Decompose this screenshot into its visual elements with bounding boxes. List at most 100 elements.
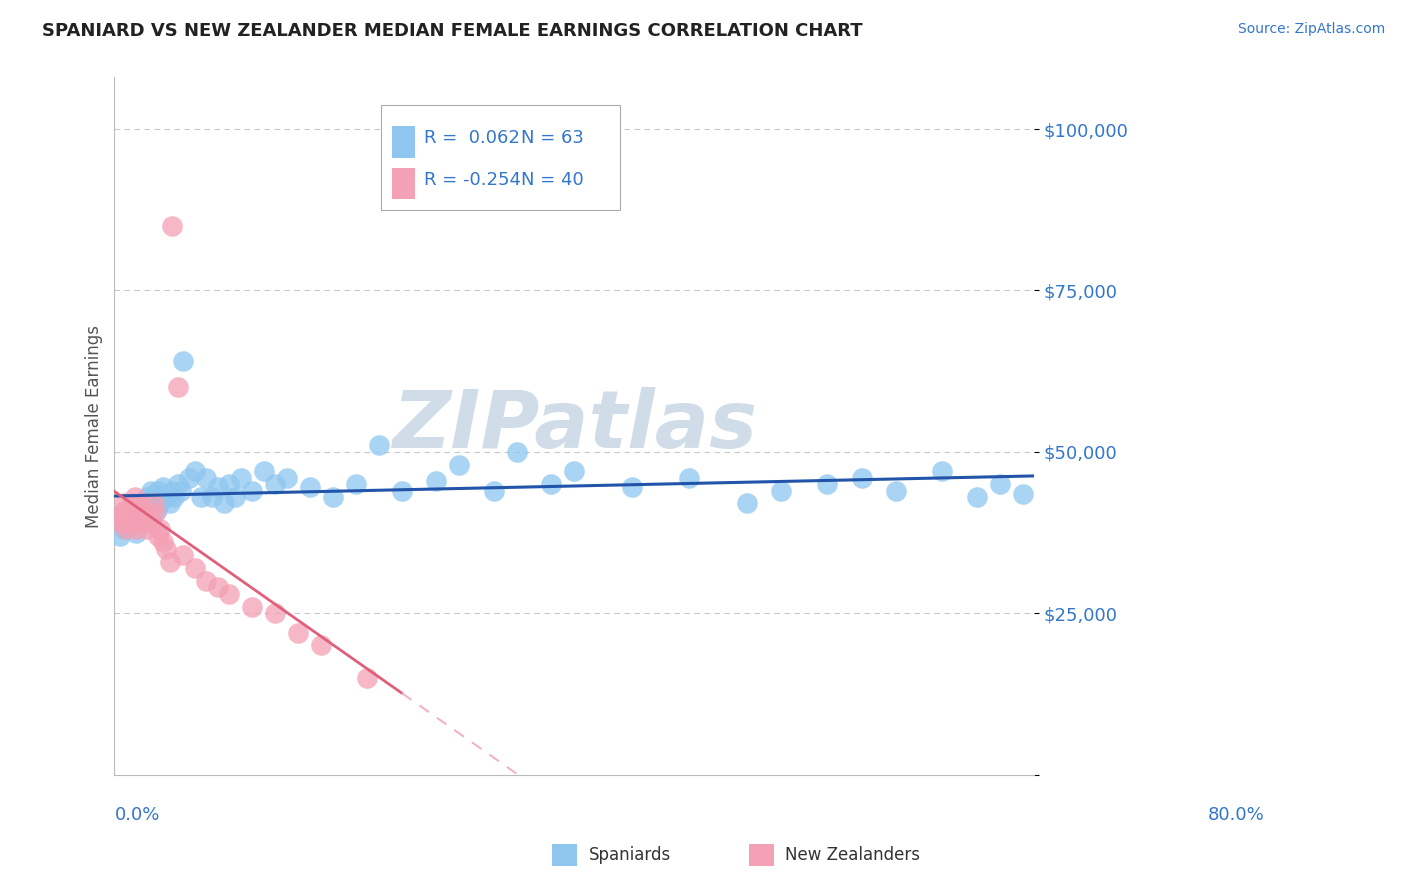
Point (224, 490, 246, 504)
Point (815, 477, 838, 491)
Point (128, 503, 150, 517)
Point (172, 548, 194, 562)
Point (179, 470, 201, 484)
Text: R = -0.254: R = -0.254 (425, 171, 522, 189)
Point (322, 490, 344, 504)
Point (195, 574, 218, 588)
Point (166, 477, 188, 491)
Point (678, 470, 700, 484)
Y-axis label: Median Female Earnings: Median Female Earnings (86, 325, 103, 527)
Point (120, 509, 142, 524)
Point (425, 474, 447, 488)
Point (131, 509, 153, 524)
Point (135, 522, 157, 536)
Point (253, 464, 276, 478)
Point (391, 483, 413, 498)
Point (141, 509, 163, 524)
Point (155, 541, 177, 556)
Point (229, 470, 252, 484)
Point (114, 503, 136, 517)
Point (121, 496, 143, 510)
Point (143, 506, 166, 520)
Point (242, 483, 264, 498)
Point (134, 500, 156, 514)
Point (264, 606, 287, 620)
Point (138, 496, 160, 510)
Point (121, 516, 143, 530)
Point (311, 639, 333, 653)
Point (166, 380, 188, 394)
Point (287, 625, 309, 640)
Point (218, 477, 240, 491)
Point (135, 490, 157, 504)
Point (146, 503, 169, 517)
Point (117, 516, 139, 530)
Point (170, 483, 193, 498)
Point (160, 483, 183, 498)
Point (117, 519, 139, 533)
Point (851, 470, 873, 484)
Point (264, 477, 287, 491)
Point (506, 445, 529, 459)
Text: Spaniards: Spaniards (588, 846, 671, 863)
Point (159, 496, 181, 510)
Text: SPANIARD VS NEW ZEALANDER MEDIAN FEMALE EARNINGS CORRELATION CHART: SPANIARD VS NEW ZEALANDER MEDIAN FEMALE … (42, 22, 863, 40)
Point (115, 506, 138, 520)
Point (218, 587, 240, 601)
Point (127, 516, 149, 530)
Point (190, 490, 212, 504)
Point (115, 522, 138, 536)
Bar (392, 168, 415, 200)
Point (449, 458, 471, 472)
Point (108, 529, 131, 543)
Point (112, 496, 135, 510)
Text: N = 63: N = 63 (522, 129, 583, 147)
Point (298, 480, 321, 494)
Point (356, 671, 378, 685)
Point (132, 503, 155, 517)
Point (122, 509, 145, 524)
Point (172, 354, 194, 368)
Point (125, 522, 148, 536)
Point (112, 522, 135, 536)
Point (132, 509, 155, 524)
Point (134, 513, 156, 527)
Point (735, 496, 758, 510)
Point (195, 470, 218, 484)
Point (201, 490, 224, 504)
Point (141, 516, 163, 530)
Point (142, 496, 165, 510)
Text: Source: ZipAtlas.com: Source: ZipAtlas.com (1237, 22, 1385, 37)
Point (146, 529, 169, 543)
Point (212, 496, 235, 510)
Point (770, 483, 793, 498)
Point (138, 509, 160, 524)
Text: 80.0%: 80.0% (1208, 806, 1264, 824)
Point (107, 509, 129, 524)
Text: New Zealanders: New Zealanders (785, 846, 921, 863)
Point (620, 480, 643, 494)
Point (276, 470, 298, 484)
Text: ZIPatlas: ZIPatlas (392, 387, 756, 465)
Point (184, 464, 207, 478)
Point (128, 496, 150, 510)
Point (1011, 487, 1033, 501)
Point (125, 525, 148, 540)
Point (124, 490, 146, 504)
Point (152, 480, 174, 494)
Point (966, 490, 988, 504)
Point (207, 480, 229, 494)
Text: 0.0%: 0.0% (114, 806, 160, 824)
Point (931, 464, 953, 478)
Point (482, 483, 505, 498)
Point (155, 490, 177, 504)
Point (128, 516, 150, 530)
Point (146, 483, 169, 498)
Point (149, 496, 172, 510)
Point (122, 503, 145, 517)
FancyBboxPatch shape (381, 105, 620, 210)
Point (152, 535, 174, 549)
Point (160, 219, 183, 233)
Point (207, 580, 229, 594)
Point (988, 477, 1011, 491)
